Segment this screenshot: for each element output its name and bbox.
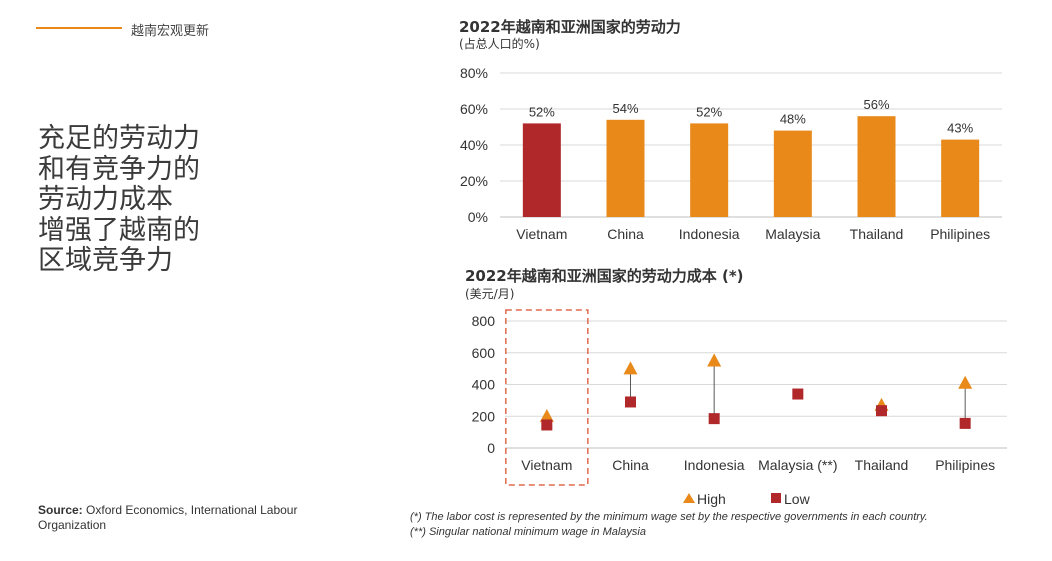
legend-high-label: High — [697, 491, 726, 507]
headline-line-4: 增强了越南的 — [38, 214, 200, 246]
chart2-low-marker — [708, 413, 720, 425]
chart1-data-label: 52% — [529, 104, 555, 119]
chart2-x-tick-label: Philipines — [935, 457, 995, 473]
chart1-y-tick-label: 40% — [460, 137, 488, 153]
chart1-bar — [857, 116, 896, 217]
chart2-title: 2022年越南和亚洲国家的劳动力成本 (*) — [465, 267, 744, 285]
chart1-title: 2022年越南和亚洲国家的劳动力 — [459, 18, 681, 36]
chart2-y-tick-label: 600 — [472, 345, 496, 361]
chart2-x-tick-label: Indonesia — [684, 457, 745, 473]
chart2-high-marker — [539, 409, 554, 423]
legend-low-label: Low — [784, 491, 811, 507]
chart1-y-tick-label: 80% — [460, 65, 488, 81]
chart2-x-tick-label: Vietnam — [521, 457, 572, 473]
chart2-low-marker — [959, 417, 971, 429]
legend-low-marker — [771, 493, 781, 503]
section-label: 越南宏观更新 — [131, 24, 210, 39]
source-text: Oxford Economics, International Labour O… — [38, 503, 298, 532]
chart2-legend: High Low — [683, 491, 811, 507]
chart1-bar — [690, 123, 729, 217]
headline-line-3: 劳动力成本 — [38, 184, 173, 215]
chart1-data-label: 54% — [612, 101, 638, 116]
headline-line-1: 充足的劳动力 — [38, 123, 200, 154]
chart1-bar — [522, 123, 561, 217]
headline: 充足的劳动力 和有竞争力的 劳动力成本 增强了越南的 区域竞争力 — [38, 123, 200, 277]
vietnam-highlight-box — [505, 309, 589, 486]
footnote-2: (**) Singular national minimum wage in M… — [410, 526, 646, 538]
chart1-y-tick-label: 0% — [468, 209, 488, 225]
chart2-y-tick-label: 400 — [472, 377, 496, 393]
chart1-data-label: 43% — [947, 121, 973, 136]
chart2-high-marker — [958, 375, 973, 389]
chart2-x-tick-label: Malaysia (**) — [758, 457, 837, 473]
headline-line-5: 区域竞争力 — [38, 245, 173, 276]
source-note: Source: Oxford Economics, International … — [38, 503, 328, 533]
labor-cost-scatter-chart: 2022年越南和亚洲国家的劳动力成本 (*) (美元/月) 0 200 400 600… — [465, 267, 1007, 507]
chart2-y-tick-label: 200 — [472, 408, 496, 424]
chart2-low-marker — [876, 405, 887, 417]
chart2-x-tick-label: Thailand — [855, 457, 909, 473]
chart1-bar — [606, 119, 645, 217]
footnote-1: (*) The labor cost is represented by the… — [410, 511, 928, 523]
chart2-y-tick-label: 800 — [472, 313, 496, 329]
chart1-x-tick-label: Thailand — [850, 226, 904, 242]
chart1-x-tick-label: China — [607, 226, 644, 242]
header-accent-line — [36, 27, 122, 29]
chart1-bar — [941, 139, 980, 217]
legend-high-marker — [683, 493, 695, 503]
chart1-y-tick-label: 60% — [460, 101, 488, 117]
chart1-data-label: 56% — [863, 97, 889, 112]
chart1-y-tick-label: 20% — [460, 173, 488, 189]
chart2-low-marker — [792, 388, 804, 400]
footnotes: (*) The labor cost is represented by the… — [410, 510, 970, 540]
chart1-x-tick-label: Philipines — [930, 226, 990, 242]
chart2-low-marker — [625, 396, 636, 408]
chart1-x-tick-label: Malaysia — [765, 226, 820, 242]
chart2-low-marker — [541, 419, 553, 431]
chart2-subtitle: (美元/月) — [465, 287, 514, 301]
chart1-x-tick-label: Vietnam — [516, 226, 567, 242]
chart1-data-label: 48% — [780, 112, 806, 127]
source-label: Source: — [38, 503, 83, 517]
chart1-subtitle: (占总人口的%) — [459, 36, 540, 51]
chart2-x-tick-label: China — [612, 457, 649, 473]
chart2-high-marker — [623, 361, 638, 375]
chart1-bar — [773, 130, 812, 217]
labor-force-bar-chart: 2022年越南和亚洲国家的劳动力 (占总人口的%) 0% 20% 40% 60% 80%… — [459, 18, 1002, 242]
chart1-data-label: 52% — [696, 104, 722, 119]
chart1-x-tick-label: Indonesia — [679, 226, 740, 242]
headline-line-2: 和有竞争力的 — [38, 153, 200, 185]
chart2-y-tick-label: 0 — [487, 440, 495, 456]
chart2-high-marker — [707, 353, 722, 367]
